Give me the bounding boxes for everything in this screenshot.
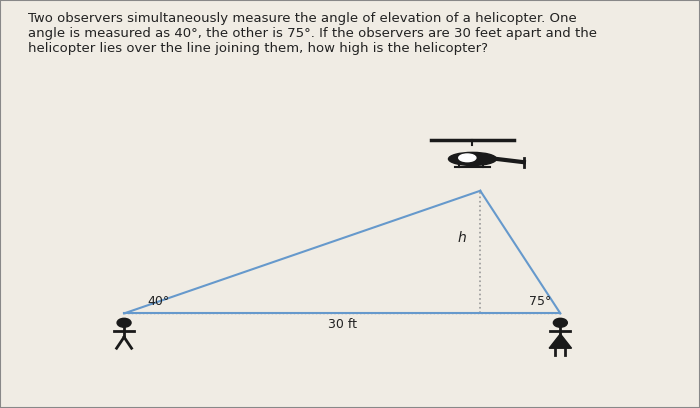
Text: 75°: 75°	[529, 295, 552, 308]
Circle shape	[117, 318, 131, 327]
Text: h: h	[457, 231, 466, 245]
Text: 30 ft: 30 ft	[328, 318, 357, 331]
Text: 40°: 40°	[148, 295, 169, 308]
Circle shape	[554, 318, 567, 327]
Text: Two observers simultaneously measure the angle of elevation of a helicopter. One: Two observers simultaneously measure the…	[28, 12, 597, 55]
Polygon shape	[549, 334, 572, 348]
Ellipse shape	[458, 154, 476, 162]
Ellipse shape	[449, 152, 496, 166]
